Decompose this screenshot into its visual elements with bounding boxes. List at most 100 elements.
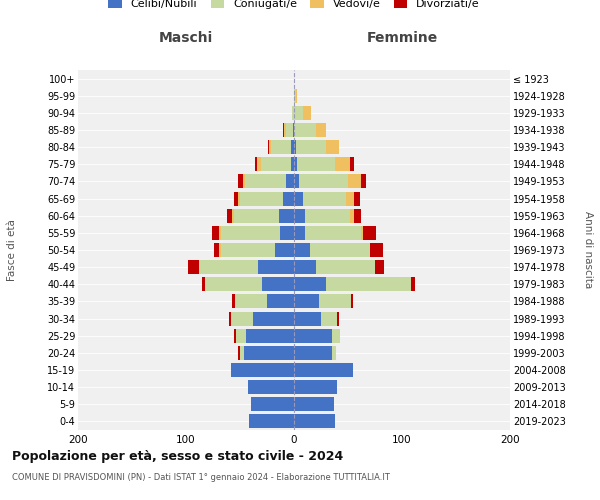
Bar	[305, 226, 361, 240]
Bar	[280, 226, 294, 240]
Bar	[297, 158, 335, 172]
Bar	[294, 278, 326, 291]
Bar	[257, 158, 260, 172]
Bar	[283, 123, 284, 137]
Bar	[335, 158, 350, 172]
Bar	[294, 226, 305, 240]
Bar	[275, 243, 294, 257]
Bar	[229, 312, 232, 326]
Bar	[292, 106, 294, 120]
Bar	[294, 328, 332, 342]
Bar	[233, 328, 236, 342]
Bar	[294, 106, 302, 120]
Bar	[293, 123, 294, 137]
Bar	[294, 208, 305, 222]
Bar	[316, 260, 375, 274]
Bar	[232, 312, 253, 326]
Bar	[233, 192, 238, 205]
Bar	[248, 380, 294, 394]
Bar	[240, 346, 244, 360]
Bar	[302, 192, 346, 205]
Bar	[361, 174, 367, 188]
Bar	[199, 260, 259, 274]
Text: Fasce di età: Fasce di età	[7, 219, 17, 281]
Bar	[286, 123, 293, 137]
Bar	[321, 312, 337, 326]
Bar	[221, 243, 275, 257]
Bar	[232, 294, 235, 308]
Bar	[262, 278, 294, 291]
Bar	[283, 192, 294, 205]
Bar	[294, 140, 296, 154]
Bar	[294, 192, 302, 205]
Bar	[232, 208, 233, 222]
Bar	[247, 328, 294, 342]
Bar	[188, 260, 199, 274]
Bar	[299, 174, 348, 188]
Bar	[248, 414, 294, 428]
Bar	[363, 226, 376, 240]
Bar	[302, 106, 311, 120]
Bar	[227, 208, 232, 222]
Bar	[238, 346, 240, 360]
Bar	[238, 192, 240, 205]
Bar	[233, 208, 279, 222]
Bar	[316, 123, 326, 137]
Bar	[351, 294, 353, 308]
Bar	[294, 88, 296, 102]
Bar	[294, 260, 316, 274]
Bar	[332, 346, 336, 360]
Bar	[235, 294, 267, 308]
Legend: Celibi/Nubili, Coniugati/e, Vedovi/e, Divorziati/e: Celibi/Nubili, Coniugati/e, Vedovi/e, Di…	[106, 0, 482, 11]
Bar	[255, 158, 257, 172]
Bar	[244, 346, 294, 360]
Bar	[294, 346, 332, 360]
Bar	[238, 174, 243, 188]
Bar	[269, 140, 271, 154]
Bar	[236, 328, 247, 342]
Bar	[291, 158, 294, 172]
Bar	[355, 192, 360, 205]
Bar	[214, 243, 220, 257]
Bar	[245, 174, 286, 188]
Bar	[232, 363, 294, 377]
Bar	[326, 140, 340, 154]
Text: Maschi: Maschi	[159, 31, 213, 45]
Bar	[370, 243, 383, 257]
Bar	[271, 140, 291, 154]
Bar	[284, 123, 286, 137]
Bar	[251, 398, 294, 411]
Bar	[212, 226, 220, 240]
Bar	[279, 208, 294, 222]
Bar	[220, 226, 221, 240]
Bar	[355, 208, 361, 222]
Bar	[296, 140, 326, 154]
Bar	[337, 312, 340, 326]
Bar	[348, 174, 361, 188]
Bar	[319, 294, 351, 308]
Bar	[240, 192, 283, 205]
Bar	[220, 243, 221, 257]
Bar	[294, 294, 319, 308]
Bar	[361, 226, 363, 240]
Bar	[260, 158, 291, 172]
Bar	[294, 158, 297, 172]
Bar	[305, 208, 350, 222]
Bar	[332, 328, 340, 342]
Bar	[294, 174, 299, 188]
Bar	[326, 278, 410, 291]
Bar	[294, 123, 316, 137]
Bar	[410, 278, 415, 291]
Bar	[350, 208, 355, 222]
Bar	[267, 294, 294, 308]
Bar	[310, 243, 370, 257]
Bar	[205, 278, 262, 291]
Bar	[294, 243, 310, 257]
Bar	[294, 380, 337, 394]
Bar	[286, 174, 294, 188]
Bar	[291, 140, 294, 154]
Text: Femmine: Femmine	[367, 31, 437, 45]
Bar	[253, 312, 294, 326]
Text: Popolazione per età, sesso e stato civile - 2024: Popolazione per età, sesso e stato civil…	[12, 450, 343, 463]
Text: Anni di nascita: Anni di nascita	[583, 212, 593, 288]
